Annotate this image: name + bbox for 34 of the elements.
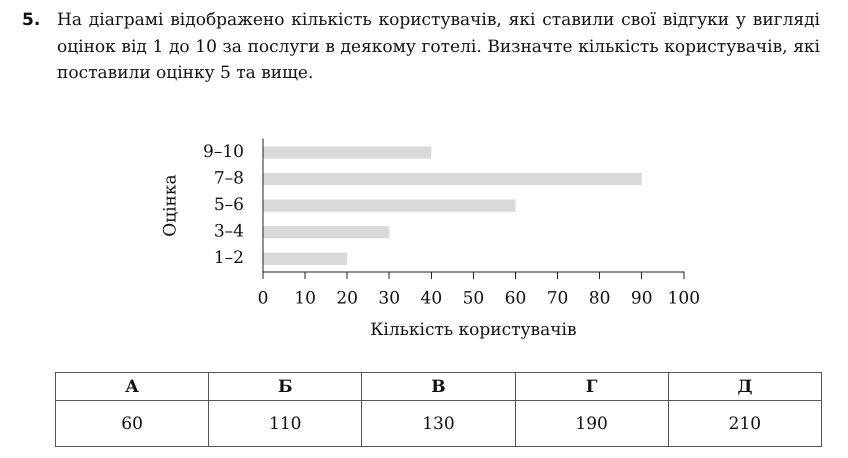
x-tick-label: 50 <box>462 288 484 309</box>
x-tick-label: 20 <box>336 288 358 309</box>
text: Б <box>208 372 362 400</box>
bar <box>264 226 390 238</box>
text: 210 <box>668 400 822 446</box>
text: 60 <box>56 400 209 446</box>
x-tick-label: 0 <box>258 288 268 309</box>
x-axis-title: Кількість користувачів <box>370 320 577 340</box>
y-tick-label: 5–6 <box>214 195 244 216</box>
x-tick-label: 70 <box>546 288 568 309</box>
bar <box>264 252 348 265</box>
x-tick-label: 10 <box>294 288 316 309</box>
text: А <box>56 372 209 400</box>
y-axis-title: Оцінка <box>160 174 181 237</box>
x-tick-label: 30 <box>378 288 400 309</box>
bar <box>264 199 516 212</box>
x-tick-label: 40 <box>420 288 442 309</box>
x-tick-label: 90 <box>630 288 653 309</box>
text: Д <box>668 372 822 400</box>
y-tick-label: 7–8 <box>214 168 244 188</box>
text: 110 <box>208 400 362 446</box>
bar <box>264 172 642 186</box>
x-tick-label: 100 <box>668 288 700 309</box>
text: В <box>362 372 516 400</box>
text: 130 <box>362 400 516 446</box>
text: 190 <box>515 400 668 446</box>
bar <box>264 146 432 159</box>
y-tick-label: 3–4 <box>214 222 244 242</box>
x-tick-label: 60 <box>504 288 526 309</box>
x-tick-label: 80 <box>588 288 610 309</box>
y-tick-label: 9–10 <box>203 142 244 162</box>
text: Г <box>515 372 668 400</box>
chart-title: 5. На діаграмі відображено кількість користувачів, які ставили свої відгуки у вигляді оцінок від 1 до 10 за послуги в деякому готелі. Визначте кількість користувачів, які поставили оцінку 5 та вище. <box>22 9 820 85</box>
y-tick-label: 1–2 <box>214 248 244 268</box>
